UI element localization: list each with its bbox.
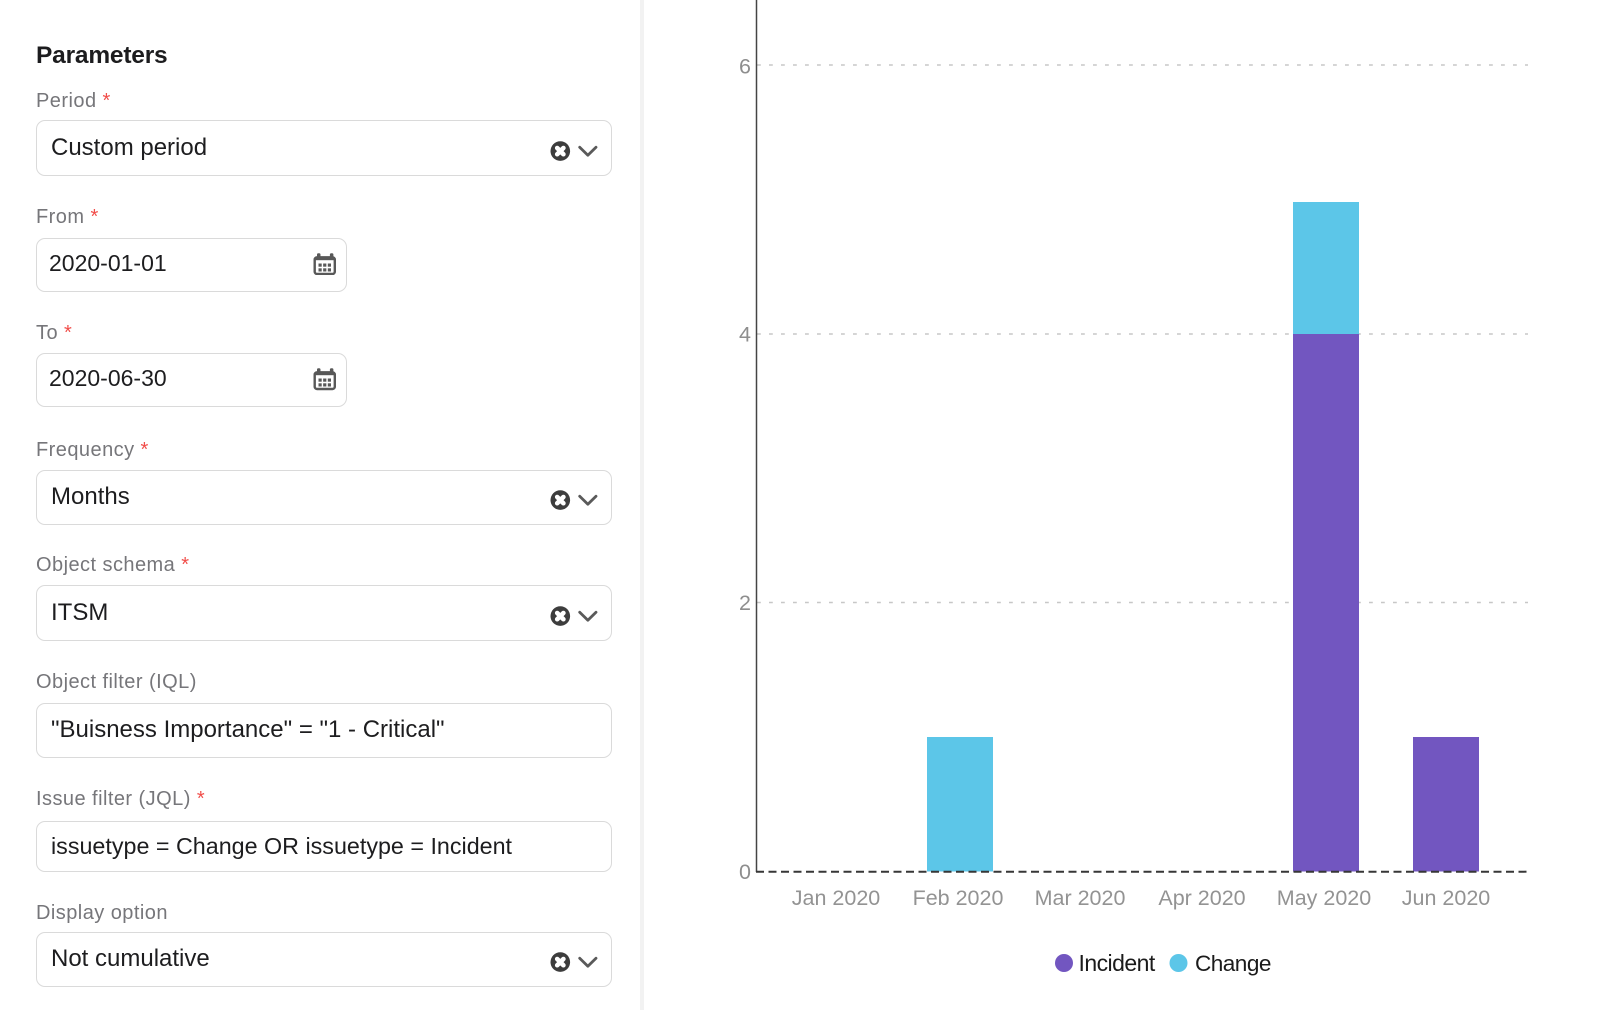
- svg-text:4: 4: [739, 323, 751, 347]
- svg-text:Apr 2020: Apr 2020: [1158, 886, 1245, 910]
- svg-text:Feb 2020: Feb 2020: [913, 886, 1004, 910]
- svg-text:Change: Change: [1195, 951, 1271, 976]
- svg-text:2: 2: [739, 591, 751, 615]
- svg-text:6: 6: [739, 55, 751, 79]
- svg-text:Mar 2020: Mar 2020: [1035, 886, 1126, 910]
- svg-text:Jan 2020: Jan 2020: [792, 886, 881, 910]
- svg-text:0: 0: [739, 860, 751, 884]
- svg-text:Jun 2020: Jun 2020: [1402, 886, 1491, 910]
- svg-text:Incident: Incident: [1079, 950, 1156, 976]
- svg-text:May 2020: May 2020: [1277, 886, 1371, 910]
